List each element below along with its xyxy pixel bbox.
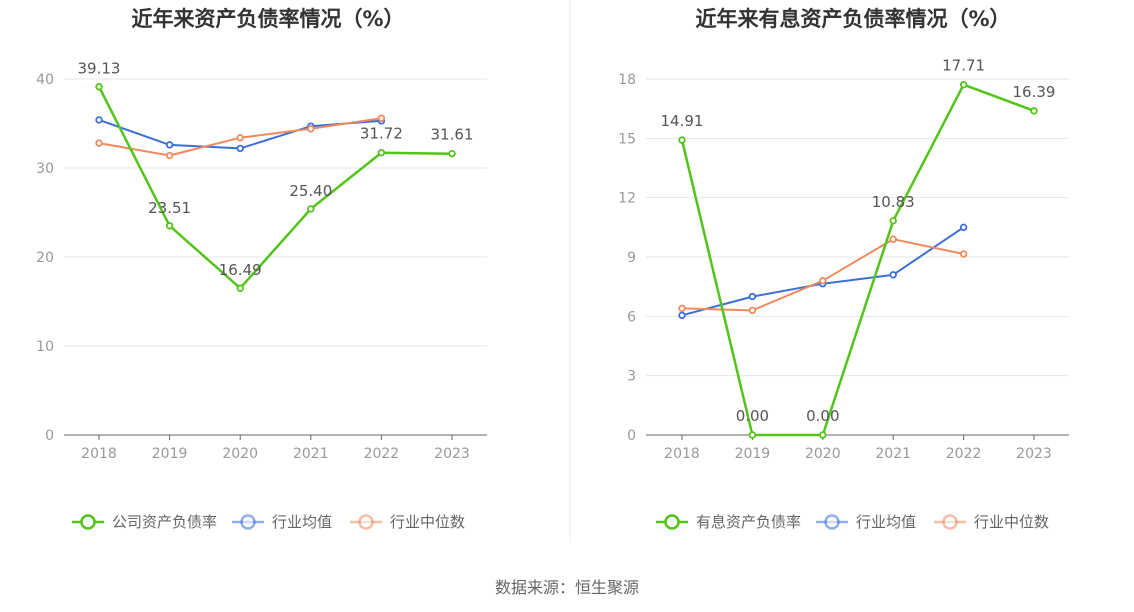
chart2-data-label: 10.83 — [872, 193, 915, 211]
chart2-data-label: 17.71 — [942, 57, 985, 75]
chart1-data-label: 16.49 — [219, 261, 262, 279]
chart2-series-3-point — [748, 306, 757, 315]
chart1-legend-swatch-marker — [358, 514, 374, 530]
chart1-x-tick-label: 2018 — [81, 446, 117, 462]
chart2-series-1-point — [748, 431, 757, 439]
chart1-title: 近年来资产负债率情况（%） — [131, 7, 404, 31]
chart1-legend-label-1: 公司资产负债率 — [112, 513, 217, 531]
chart2-legend-swatch-marker — [942, 514, 958, 530]
chart1-legend-label-3: 行业中位数 — [390, 513, 465, 531]
chart2-series-1-point — [959, 81, 968, 89]
chart1-series-3-point — [236, 134, 244, 142]
chart1-legend-swatch-marker — [80, 514, 96, 530]
chart1-legend-label-2: 行业均值 — [272, 513, 332, 531]
chart1-data-label: 31.72 — [360, 125, 403, 143]
chart2-x-tick-label: 2018 — [664, 446, 700, 462]
chart1-x-tick-label: 2023 — [434, 446, 470, 462]
chart2-x-tick-label: 2023 — [1016, 446, 1052, 462]
chart1-series-2-point — [95, 116, 103, 124]
chart1-series-2-point — [236, 144, 244, 153]
chart1-y-tick-label: 40 — [36, 72, 54, 88]
chart2-y-tick-label: 3 — [627, 369, 636, 385]
chart2-y-tick-label: 18 — [618, 72, 636, 88]
chart1-x-tick-label: 2020 — [222, 446, 258, 462]
chart2-data-label: 14.91 — [661, 112, 704, 130]
chart2-series-1-point — [1030, 107, 1038, 115]
chart1-series-3-point — [307, 125, 315, 133]
chart2-series-3-point — [889, 235, 897, 243]
chart2-data-label: 16.39 — [1013, 83, 1056, 101]
chart2-series-3-line — [681, 238, 964, 312]
chart1-y-tick-label: 0 — [45, 428, 54, 444]
chart1-data-label: 31.61 — [431, 126, 474, 144]
chart2-title: 近年来有息资产负债率情况（%） — [695, 7, 1010, 31]
chart2-x-tick-label: 2022 — [946, 446, 982, 462]
chart1-data-label: 39.13 — [78, 60, 121, 78]
chart1-series-3-point — [377, 114, 386, 122]
chart1-series-3-point — [165, 151, 174, 160]
chart1-series-1-point — [448, 149, 456, 158]
chart2-series-2-line — [681, 226, 965, 317]
chart1-y-tick-label: 30 — [36, 161, 54, 177]
chart1-series-1-line — [97, 86, 453, 290]
chart2-series-1-point — [889, 217, 897, 225]
chart1-data-label: 23.51 — [148, 199, 191, 217]
chart2-series-2-point — [889, 271, 897, 279]
chart2-y-tick-label: 12 — [618, 191, 636, 207]
chart2-x-tick-label: 2021 — [875, 446, 911, 462]
chart1-y-tick-label: 10 — [36, 339, 54, 355]
chart1-series-1-point — [377, 148, 386, 157]
source-footer: 数据来源：恒生聚源 — [494, 578, 639, 597]
chart2-y-tick-label: 6 — [627, 309, 636, 325]
chart2-series-2-point — [748, 292, 757, 301]
chart1-series-3-point — [95, 139, 103, 147]
chart2-series-3-point — [819, 277, 827, 285]
chart2-series-3-point — [959, 250, 968, 258]
chart1-x-tick-label: 2019 — [152, 446, 188, 462]
chart1-series-1-point — [95, 83, 103, 91]
chart2-legend-label-2: 行业均值 — [856, 513, 916, 531]
chart2-data-label: 0.00 — [736, 407, 769, 425]
chart1-data-label: 25.40 — [289, 182, 332, 200]
chart1-series-1-point — [236, 284, 244, 292]
chart1-series-2-point — [165, 141, 174, 149]
chart2-series-3-point — [678, 304, 686, 313]
chart2-series-2-point — [678, 311, 686, 320]
chart2-y-tick-label: 0 — [627, 428, 636, 444]
chart2-x-tick-label: 2020 — [805, 446, 841, 462]
chart2-series-1-point — [819, 431, 827, 439]
chart2-legend-swatch-marker — [824, 514, 840, 530]
chart2-legend-label-1: 有息资产负债率 — [696, 513, 801, 531]
chart1-series-1-point — [307, 205, 315, 213]
chart2-legend-swatch-marker — [664, 514, 680, 530]
chart1-y-tick-label: 20 — [36, 250, 54, 266]
chart1-legend-swatch-marker — [240, 514, 256, 530]
chart2-data-label: 0.00 — [806, 407, 839, 425]
chart2-series-1-line — [680, 83, 1035, 437]
chart1-x-tick-label: 2021 — [293, 446, 329, 462]
chart2-series-2-point — [959, 223, 968, 232]
chart1-x-tick-label: 2022 — [364, 446, 400, 462]
chart2-x-tick-label: 2019 — [735, 446, 771, 462]
chart2-y-tick-label: 9 — [627, 250, 636, 266]
chart2-series-1-point — [678, 136, 686, 144]
chart2-legend-label-3: 行业中位数 — [974, 513, 1049, 531]
chart2-y-tick-label: 15 — [618, 131, 636, 147]
chart1-series-1-point — [165, 222, 174, 230]
